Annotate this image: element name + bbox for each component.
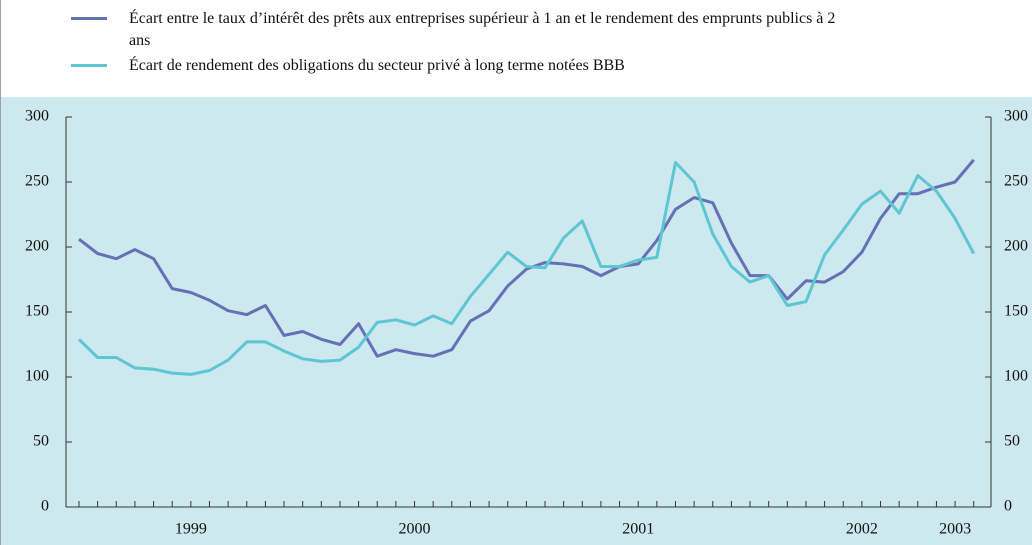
y-tick-label: 200 xyxy=(25,238,49,255)
x-tick-label: 2003 xyxy=(939,521,971,538)
y-tick-label: 0 xyxy=(41,498,49,515)
series-line xyxy=(77,161,976,376)
legend-label: Écart de rendement des obligations du se… xyxy=(129,57,625,74)
y-tick-label: 50 xyxy=(33,433,49,450)
legend-item: Écart de rendement des obligations du se… xyxy=(71,55,859,77)
legend-item: Écart entre le taux d’intérêt des prêts … xyxy=(71,8,859,52)
legend-swatch xyxy=(71,17,107,20)
legend-label: Écart entre le taux d’intérêt des prêts … xyxy=(129,10,836,49)
y2-tick-label: 150 xyxy=(1004,303,1028,320)
series-line xyxy=(78,158,975,358)
x-tick-label: 2000 xyxy=(399,521,431,538)
y2-tick-label: 0 xyxy=(1004,498,1012,515)
legend-swatch xyxy=(71,64,107,67)
y-tick-label: 300 xyxy=(25,108,49,125)
x-tick-label: 2002 xyxy=(846,521,878,538)
y-tick-label: 150 xyxy=(25,303,49,320)
y2-tick-label: 100 xyxy=(1004,368,1028,385)
y2-tick-label: 250 xyxy=(1004,173,1028,190)
x-tick-label: 1999 xyxy=(175,521,207,538)
y2-tick-label: 50 xyxy=(1004,433,1020,450)
y-tick-label: 250 xyxy=(25,173,49,190)
legend: Écart entre le taux d’intérêt des prêts … xyxy=(71,8,859,80)
plot-background xyxy=(1,97,1032,545)
y2-tick-label: 300 xyxy=(1004,108,1028,125)
y2-tick-label: 200 xyxy=(1004,238,1028,255)
y-tick-label: 100 xyxy=(25,368,49,385)
x-tick-label: 2001 xyxy=(622,521,654,538)
